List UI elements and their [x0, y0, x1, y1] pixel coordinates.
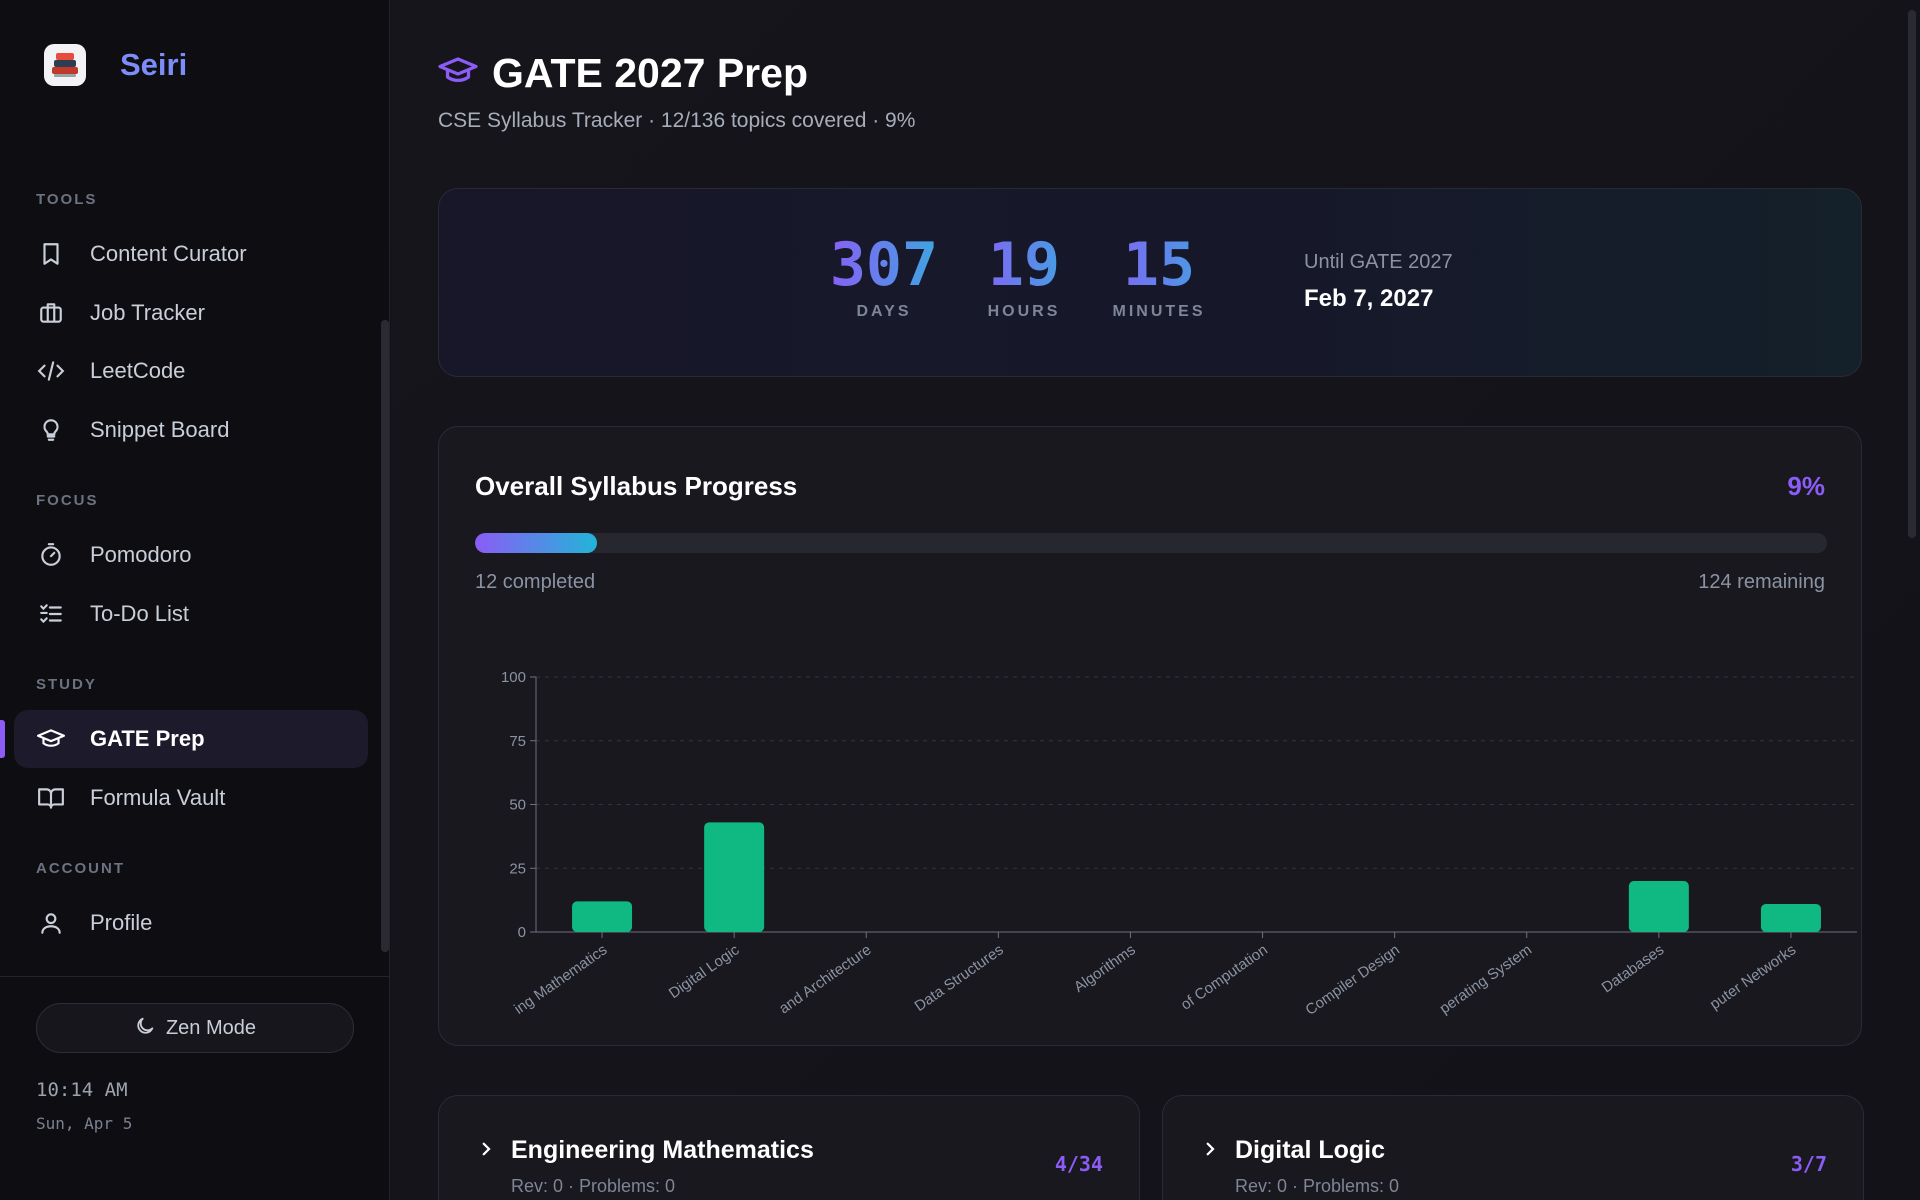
- sidebar-item-label: GATE Prep: [90, 726, 205, 751]
- y-tick-label: 25: [509, 860, 526, 877]
- brand[interactable]: Seiri: [44, 44, 187, 86]
- x-tick-label: Compiler Design: [1302, 941, 1403, 1019]
- subject-count: 3/7: [1790, 1152, 1827, 1176]
- sidebar-item-label: Content Curator: [90, 241, 247, 266]
- bar: [572, 901, 633, 932]
- progress-completed: 12 completed: [475, 571, 596, 593]
- main-scrollbar[interactable]: [1908, 10, 1916, 538]
- section-label-focus: FOCUS: [36, 492, 99, 509]
- countdown-days-label: DAYS: [856, 303, 912, 320]
- section-label-study: STUDY: [36, 676, 97, 693]
- sidebar-item-label: Job Tracker: [90, 300, 205, 325]
- x-tick-label: puter Networks: [1707, 941, 1799, 1013]
- sidebar: Seiri TOOLS Content Curator Job Tracker …: [0, 0, 390, 1200]
- sidebar-item-label: Formula Vault: [90, 785, 226, 810]
- countdown-minutes-label: MINUTES: [1112, 303, 1206, 320]
- subject-count: 4/34: [1054, 1152, 1103, 1176]
- page-title: GATE 2027 Prep: [438, 50, 808, 97]
- page-subtitle: CSE Syllabus Tracker · 12/136 topics cov…: [438, 109, 916, 132]
- bookmark-icon: [36, 239, 66, 269]
- sidebar-item-snippet-board[interactable]: Snippet Board: [14, 401, 368, 459]
- sidebar-item-formula-vault[interactable]: Formula Vault: [14, 769, 368, 827]
- graduation-cap-icon: [438, 53, 478, 94]
- x-tick-label: perating System: [1437, 941, 1536, 1017]
- main-content: GATE 2027 Prep CSE Syllabus Tracker · 12…: [391, 0, 1920, 1200]
- sidebar-scrollbar[interactable]: [381, 320, 389, 952]
- app-name: Seiri: [120, 47, 188, 82]
- clock-date: Sun, Apr 5: [36, 1114, 133, 1133]
- progress-remaining: 124 remaining: [1698, 571, 1825, 593]
- sidebar-item-gate-prep[interactable]: GATE Prep: [14, 710, 368, 768]
- sidebar-item-label: LeetCode: [90, 358, 186, 383]
- countdown-minutes-value: 15: [1094, 233, 1224, 297]
- subject-card-digital-logic[interactable]: Digital Logic Rev: 0 · Problems: 0 3/7: [1162, 1095, 1864, 1200]
- y-tick-label: 75: [509, 733, 526, 750]
- sidebar-item-job-tracker[interactable]: Job Tracker: [14, 284, 368, 342]
- chevron-right-icon[interactable]: [477, 1140, 495, 1163]
- zen-mode-label: Zen Mode: [165, 1016, 257, 1039]
- sidebar-item-todo-list[interactable]: To-Do List: [14, 585, 368, 643]
- sidebar-item-content-curator[interactable]: Content Curator: [14, 225, 368, 283]
- progress-bar-fill: [475, 533, 597, 553]
- zen-mode-button[interactable]: Zen Mode: [36, 1003, 354, 1053]
- sidebar-item-label: Snippet Board: [90, 417, 230, 442]
- sidebar-footer: Zen Mode 10:14 AM Sun, Apr 5: [0, 976, 390, 1200]
- countdown-hours-value: 19: [969, 233, 1079, 297]
- syllabus-progress-card: Overall Syllabus Progress 9% 12 complete…: [438, 426, 1862, 1046]
- countdown-target-date: Feb 7, 2027: [1304, 285, 1434, 312]
- progress-title: Overall Syllabus Progress: [475, 471, 798, 501]
- sidebar-item-profile[interactable]: Profile: [14, 894, 368, 952]
- sidebar-item-leetcode[interactable]: LeetCode: [14, 342, 368, 400]
- subject-name: Digital Logic: [1235, 1136, 1385, 1164]
- sidebar-item-label: Profile: [90, 910, 153, 935]
- subject-meta: Rev: 0 · Problems: 0: [511, 1176, 676, 1196]
- countdown-hours-label: HOURS: [987, 303, 1061, 320]
- lightbulb-icon: [36, 415, 66, 445]
- graduation-cap-icon: [36, 724, 66, 754]
- page-title-text: GATE 2027 Prep: [492, 50, 808, 96]
- section-label-account: ACCOUNT: [36, 860, 125, 877]
- subject-progress-chart: 0 25 50 75 100 ing Mathematics Digital Logic an…: [501, 669, 1857, 1019]
- y-tick-label: 50: [509, 797, 526, 814]
- user-icon: [36, 908, 66, 938]
- sidebar-item-label: Pomodoro: [90, 542, 192, 567]
- countdown-minutes: 15 MINUTES: [1094, 233, 1224, 321]
- countdown-days: 307 DAYS: [824, 233, 944, 321]
- moon-icon: [134, 1015, 156, 1042]
- sidebar-item-label: To-Do List: [90, 601, 190, 626]
- book-open-icon: [36, 783, 66, 813]
- bar: [704, 822, 765, 932]
- progress-bar: [475, 533, 1827, 553]
- subject-card-engineering-mathematics[interactable]: Engineering Mathematics Rev: 0 · Problem…: [438, 1095, 1140, 1200]
- subject-meta: Rev: 0 · Problems: 0: [1235, 1176, 1400, 1196]
- section-label-tools: TOOLS: [36, 191, 98, 208]
- countdown-until-label: Until GATE 2027: [1304, 251, 1453, 273]
- code-icon: [36, 356, 66, 386]
- checklist-icon: [36, 599, 66, 629]
- progress-percent: 9%: [1787, 471, 1825, 501]
- x-tick-label: Data Structures: [912, 941, 1007, 1015]
- countdown-days-value: 307: [824, 233, 944, 297]
- x-tick-label: and Architecture: [776, 941, 875, 1017]
- clock-time: 10:14 AM: [36, 1079, 128, 1101]
- bar: [1760, 903, 1821, 932]
- bar: [1628, 881, 1689, 932]
- timer-icon: [36, 540, 66, 570]
- app-logo-icon: [44, 44, 86, 86]
- briefcase-icon: [36, 298, 66, 328]
- y-tick-label: 0: [518, 924, 526, 941]
- countdown-hours: 19 HOURS: [969, 233, 1079, 321]
- x-tick-label: Databases: [1599, 941, 1667, 996]
- x-tick-label: ing Mathematics: [511, 941, 610, 1018]
- x-tick-label: Algorithms: [1071, 941, 1139, 996]
- subject-name: Engineering Mathematics: [511, 1136, 814, 1164]
- sidebar-item-pomodoro[interactable]: Pomodoro: [14, 526, 368, 584]
- y-tick-label: 100: [501, 669, 526, 686]
- active-indicator: [0, 720, 5, 758]
- x-tick-label: of Computation: [1178, 941, 1271, 1013]
- countdown-card: 307 DAYS 19 HOURS 15 MINUTES Until GATE …: [438, 188, 1862, 377]
- x-tick-label: Digital Logic: [666, 941, 743, 1002]
- chevron-right-icon[interactable]: [1201, 1140, 1219, 1163]
